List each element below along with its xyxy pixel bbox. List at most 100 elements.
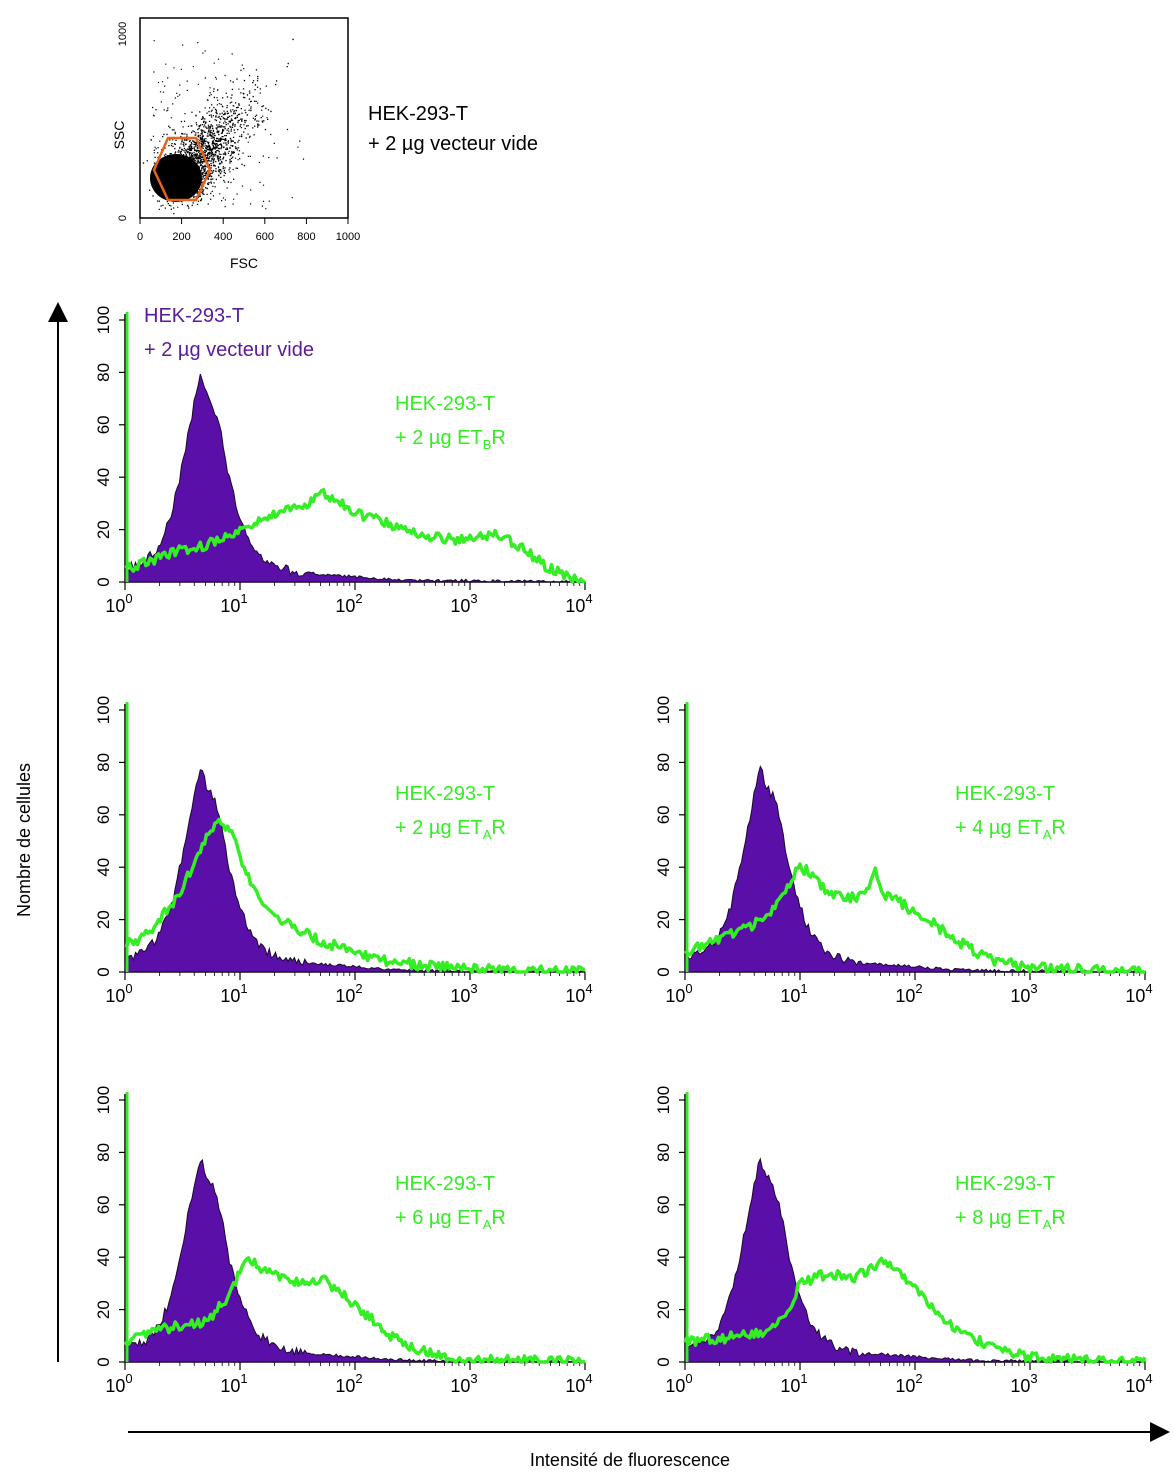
fsc-ssc-scatter-plot: SSC FSC 0 200 400 600 800 1000 0 1000 HEK-293…	[111, 17, 538, 271]
hist-ytick-label: 40	[94, 1248, 113, 1267]
hist-xtick-label: 101	[220, 1371, 247, 1396]
hist-ytick-label: 60	[654, 805, 673, 824]
hist-ytick-label: 100	[94, 1086, 113, 1114]
control-legend-line2: + 2 µg vecteur vide	[144, 339, 314, 361]
hist-xtick-exponent: 1	[240, 981, 247, 996]
global-xlabel: Intensité de fluorescence	[530, 1450, 730, 1470]
gate-polygon	[152, 136, 212, 202]
hist-ytick-label: 40	[654, 858, 673, 877]
panel-label-line2: + 4 µg ETAR	[955, 817, 1066, 842]
hist-ytick-label: 60	[654, 1195, 673, 1214]
panel-label-line1: HEK-293-T	[955, 1173, 1055, 1195]
hist-xtick-label: 102	[895, 1371, 922, 1396]
hist-ytick-label: 20	[654, 1300, 673, 1319]
hist-xtick-exponent: 3	[470, 1371, 477, 1386]
hist-xtick-label: 101	[780, 981, 807, 1006]
scatter-xtick-label: 600	[256, 231, 274, 243]
hist-ytick-label: 0	[94, 1357, 113, 1366]
hist-xtick-exponent: 0	[125, 1371, 132, 1386]
control-histogram	[684, 765, 1146, 973]
panel-label-post: R	[491, 817, 505, 839]
panel-label-sub: B	[483, 437, 492, 452]
hist-ytick-label: 0	[94, 967, 113, 976]
hist-xtick-label: 104	[1125, 981, 1152, 1006]
hist-xtick-label: 103	[450, 981, 477, 1006]
hist-xtick-label: 102	[335, 1371, 362, 1396]
hist-xtick-label: 101	[780, 1371, 807, 1396]
panel-label-pre: + 8 µg ET	[955, 1207, 1043, 1229]
panel-label-post: R	[1051, 1207, 1065, 1229]
hist-ytick-label: 40	[94, 858, 113, 877]
hist-xtick-label: 100	[105, 1371, 132, 1396]
hist-ytick-label: 60	[94, 805, 113, 824]
test-histogram	[683, 862, 1145, 974]
scatter-x-ticks: 0 200 400 600 800 1000	[137, 218, 360, 243]
hist-ytick-label: 60	[94, 415, 113, 434]
hist-xtick-exponent: 2	[915, 1371, 922, 1386]
panel-label-sub: A	[483, 1217, 492, 1232]
hist-xtick-label: 104	[565, 591, 592, 616]
panel-label-line2: + 2 µg ETBR	[395, 427, 506, 452]
hist-xtick-exponent: 2	[355, 591, 362, 606]
hist-xtick-label: 102	[335, 591, 362, 616]
hist-xtick-exponent: 3	[470, 981, 477, 996]
hist-xtick-exponent: 0	[685, 1371, 692, 1386]
hist-xtick-exponent: 2	[915, 981, 922, 996]
hist-xtick-label: 100	[665, 1371, 692, 1396]
panel-label-pre: + 2 µg ET	[395, 427, 483, 449]
hist-ytick-label: 80	[94, 753, 113, 772]
hist-ytick-label: 80	[94, 363, 113, 382]
hist-xtick-label: 102	[895, 981, 922, 1006]
hist-ytick-label: 100	[94, 306, 113, 334]
hist-ytick-label: 40	[94, 468, 113, 487]
hist-ytick-label: 0	[94, 577, 113, 586]
control-legend-line1: HEK-293-T	[144, 305, 244, 327]
test-histogram	[124, 488, 586, 584]
hist-xtick-exponent: 4	[1145, 981, 1152, 996]
hist-xtick-label: 104	[565, 1371, 592, 1396]
hist-xtick-exponent: 3	[1030, 1371, 1037, 1386]
hist-ytick-label: 100	[654, 1086, 673, 1114]
panel-label-line2: + 2 µg ETAR	[395, 817, 506, 842]
panel-label-sub: A	[1043, 827, 1052, 842]
scatter-ytick-1000: 1000	[117, 22, 129, 46]
scatter-points	[142, 38, 305, 215]
hist-xtick-exponent: 0	[685, 981, 692, 996]
panel-label-post: R	[491, 1207, 505, 1229]
hist-xtick-label: 104	[565, 981, 592, 1006]
hist-xtick-label: 102	[335, 981, 362, 1006]
panel-label-sub: A	[483, 827, 492, 842]
hist-xtick-label: 100	[105, 981, 132, 1006]
scatter-xtick-label: 800	[297, 231, 315, 243]
hist-xtick-exponent: 4	[585, 981, 592, 996]
control-histogram	[124, 1158, 586, 1363]
hist-xtick-exponent: 4	[585, 1371, 592, 1386]
test-histogram	[123, 1256, 586, 1364]
hist-xtick-exponent: 2	[355, 981, 362, 996]
hist-xtick-exponent: 0	[125, 981, 132, 996]
hist-ytick-label: 100	[94, 696, 113, 724]
hist-xtick-exponent: 1	[800, 981, 807, 996]
scatter-ytick-0: 0	[117, 215, 129, 221]
panel-label-line2: + 8 µg ETAR	[955, 1207, 1066, 1232]
hist-xtick-exponent: 2	[355, 1371, 362, 1386]
panel-label-line2: + 6 µg ETAR	[395, 1207, 506, 1232]
hist-ytick-label: 20	[94, 1300, 113, 1319]
hist-ytick-label: 0	[654, 1357, 673, 1366]
hist-xtick-label: 103	[450, 591, 477, 616]
scatter-xtick-label: 200	[172, 231, 190, 243]
hist-xtick-label: 100	[105, 591, 132, 616]
panel-label-line1: HEK-293-T	[395, 783, 495, 805]
panel-label-post: R	[491, 427, 505, 449]
hist-xtick-label: 103	[1010, 981, 1037, 1006]
panel-label-pre: + 2 µg ET	[395, 817, 483, 839]
hist-xtick-label: 104	[1125, 1371, 1152, 1396]
panel-label-sub: A	[1043, 1217, 1052, 1232]
hist-xtick-exponent: 4	[585, 591, 592, 606]
hist-ytick-label: 60	[94, 1195, 113, 1214]
scatter-xtick-label: 0	[137, 231, 143, 243]
